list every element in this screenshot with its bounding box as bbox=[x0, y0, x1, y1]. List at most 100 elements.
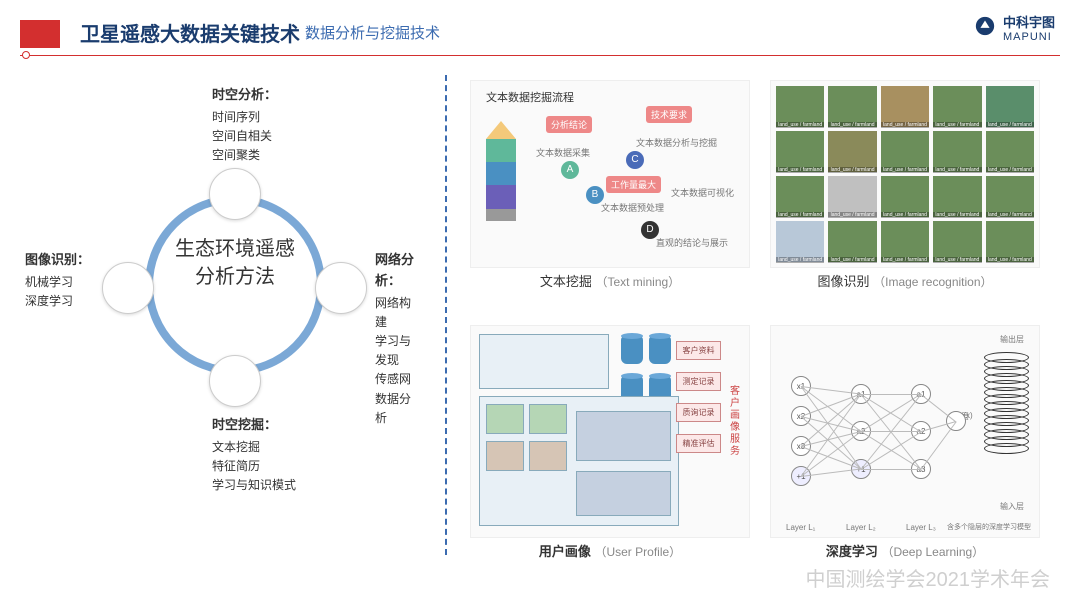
image-thumbnail: land_use / farmland bbox=[828, 221, 876, 262]
thumbnail-caption: land_use / farmland bbox=[881, 257, 929, 263]
up-node bbox=[529, 404, 567, 434]
label-bottom-title: 时空挖掘： bbox=[212, 415, 296, 436]
logo-icon bbox=[974, 15, 996, 37]
label-left-item-0: 机械学习 bbox=[25, 273, 90, 292]
label-left-title: 图像识别： bbox=[25, 250, 90, 271]
quad-image-recognition: land_use / farmland land_use / farmland la… bbox=[770, 80, 1040, 290]
thumbnail-caption: land_use / farmland bbox=[881, 122, 929, 128]
diagram-label-right: 网络分析： 网络构建 学习与发现 传感网数据分析 bbox=[375, 250, 420, 428]
circle-diagram: 生态环境遥感分析方法 时空分析： 时间序列 空间自相关 空间聚类 网络分析： 网… bbox=[30, 90, 420, 540]
tm-box: 工作量最大 bbox=[606, 176, 661, 193]
thumbnail-caption: land_use / farmland bbox=[881, 167, 929, 173]
label-right-item-2: 传感网数据分析 bbox=[375, 370, 420, 428]
label-bottom-item-2: 学习与知识模式 bbox=[212, 476, 296, 495]
tm-box: 分析结论 bbox=[546, 116, 592, 133]
diagram-node-bottom bbox=[209, 355, 261, 407]
content: 生态环境遥感分析方法 时空分析： 时间序列 空间自相关 空间聚类 网络分析： 网… bbox=[0, 70, 1080, 607]
image-thumbnail: land_use / farmland bbox=[828, 131, 876, 172]
image-thumbnail: land_use / farmland bbox=[881, 86, 929, 127]
thumbnail-caption: land_use / farmland bbox=[828, 212, 876, 218]
image-thumbnail: land_use / farmland bbox=[986, 221, 1034, 262]
diagram-label-bottom: 时空挖掘： 文本挖掘 特征简历 学习与知识模式 bbox=[212, 415, 296, 495]
diagram-node-right bbox=[315, 262, 367, 314]
up-side-title: 客户画像服务 bbox=[730, 386, 745, 458]
vertical-divider bbox=[445, 75, 447, 555]
logo-en: MAPUNI bbox=[1003, 31, 1052, 43]
image-thumbnail: land_use / farmland bbox=[933, 131, 981, 172]
image-thumbnail: land_use / farmland bbox=[933, 86, 981, 127]
thumbnail-caption: land_use / farmland bbox=[776, 257, 824, 263]
image-recognition-figure: land_use / farmland land_use / farmland la… bbox=[770, 80, 1040, 268]
dl-output-stack bbox=[984, 356, 1029, 496]
user-profile-figure: 客户资料测定记录质询记录精准评估 客户画像服务 bbox=[470, 325, 750, 538]
q4-caption: 深度学习 （Deep Learning） bbox=[770, 541, 1040, 560]
label-top-item-2: 空间聚类 bbox=[212, 146, 277, 165]
thumbnail-caption: land_use / farmland bbox=[776, 212, 824, 218]
image-grid: land_use / farmland land_use / farmland la… bbox=[776, 86, 1034, 262]
diagram-node-top bbox=[209, 168, 261, 220]
image-thumbnail: land_use / farmland bbox=[881, 221, 929, 262]
thumbnail-caption: land_use / farmland bbox=[986, 212, 1034, 218]
diagram-center-text: 生态环境遥感分析方法 bbox=[175, 235, 295, 291]
page-title: 卫星遥感大数据关键技术 - bbox=[80, 18, 311, 47]
header-rule bbox=[20, 55, 1060, 56]
up-side-item: 客户资料 bbox=[676, 341, 721, 360]
image-thumbnail: land_use / farmland bbox=[986, 131, 1034, 172]
diagram-node-left bbox=[102, 262, 154, 314]
thumbnail-caption: land_use / farmland bbox=[933, 257, 981, 263]
q4-cn: 深度学习 bbox=[826, 544, 878, 559]
up-side-item: 测定记录 bbox=[676, 372, 721, 391]
q3-caption: 用户画像 （User Profile） bbox=[470, 541, 750, 560]
page-subtitle: 数据分析与挖掘技术 bbox=[305, 22, 440, 43]
thumbnail-caption: land_use / farmland bbox=[881, 212, 929, 218]
dl-layer-l2: Layer L₂ bbox=[846, 523, 876, 532]
image-thumbnail: land_use / farmland bbox=[828, 176, 876, 217]
thumbnail-caption: land_use / farmland bbox=[933, 122, 981, 128]
thumbnail-caption: land_use / farmland bbox=[933, 212, 981, 218]
header-rule-dot bbox=[22, 51, 30, 59]
tm-label: 文本数据预处理 bbox=[601, 201, 664, 214]
label-top-title: 时空分析： bbox=[212, 85, 277, 106]
logo-cn: 中科宇图 bbox=[1003, 15, 1055, 30]
label-top-item-0: 时间序列 bbox=[212, 108, 277, 127]
image-thumbnail: land_use / farmland bbox=[776, 86, 824, 127]
deep-learning-figure: Layer L₁ Layer L₂ Layer L₃ 输出层 隐层 输入层 含多… bbox=[770, 325, 1040, 538]
up-side-item: 质询记录 bbox=[676, 403, 721, 422]
quad-text-mining: 文本数据挖掘流程 分析结论技术要求工作量最大ABCD文本数据采集文本数据分析与挖… bbox=[470, 80, 750, 290]
brand-logo: 中科宇图 MAPUNI bbox=[974, 15, 1055, 44]
nn-edge bbox=[861, 394, 921, 395]
q3-cn: 用户画像 bbox=[539, 544, 591, 559]
thumbnail-caption: land_use / farmland bbox=[776, 122, 824, 128]
thumbnail-caption: land_use / farmland bbox=[986, 122, 1034, 128]
dl-layer-l1: Layer L₁ bbox=[786, 523, 815, 532]
up-node bbox=[486, 441, 524, 471]
label-bottom-item-0: 文本挖掘 bbox=[212, 438, 296, 457]
q2-en: （Image recognition） bbox=[873, 275, 992, 289]
nn-edge bbox=[921, 394, 957, 422]
thumbnail-caption: land_use / farmland bbox=[776, 167, 824, 173]
db-icon bbox=[649, 336, 671, 364]
right-panel: 文本数据挖掘流程 分析结论技术要求工作量最大ABCD文本数据采集文本数据分析与挖… bbox=[470, 80, 1060, 580]
label-top-item-1: 空间自相关 bbox=[212, 127, 277, 146]
dl-anno-caption: 含多个隐层的深度学习模型 bbox=[947, 522, 1031, 532]
tm-label: 文本数据采集 bbox=[536, 146, 590, 159]
image-thumbnail: land_use / farmland bbox=[986, 176, 1034, 217]
q1-en: （Text mining） bbox=[595, 275, 680, 289]
header: 卫星遥感大数据关键技术 - 数据分析与挖掘技术 中科宇图 MAPUNI bbox=[0, 0, 1080, 60]
tm-step-node: C bbox=[626, 151, 644, 169]
q1-caption: 文本挖掘 （Text mining） bbox=[470, 271, 750, 290]
image-thumbnail: land_use / farmland bbox=[776, 221, 824, 262]
image-thumbnail: land_use / farmland bbox=[881, 176, 929, 217]
tm-step-node: A bbox=[561, 161, 579, 179]
up-cluster-top bbox=[479, 334, 609, 389]
label-right-item-1: 学习与发现 bbox=[375, 332, 420, 370]
image-thumbnail: land_use / farmland bbox=[933, 221, 981, 262]
quad-deep-learning: Layer L₁ Layer L₂ Layer L₃ 输出层 隐层 输入层 含多… bbox=[770, 325, 1040, 560]
tm-inner-title: 文本数据挖掘流程 bbox=[486, 89, 574, 105]
db-icon bbox=[621, 336, 643, 364]
dl-anno-out: 输出层 bbox=[1000, 334, 1024, 345]
q3-en: （User Profile） bbox=[594, 545, 681, 559]
accent-block bbox=[20, 20, 60, 48]
dl-out-cell bbox=[984, 443, 1029, 454]
thumbnail-caption: land_use / farmland bbox=[933, 167, 981, 173]
